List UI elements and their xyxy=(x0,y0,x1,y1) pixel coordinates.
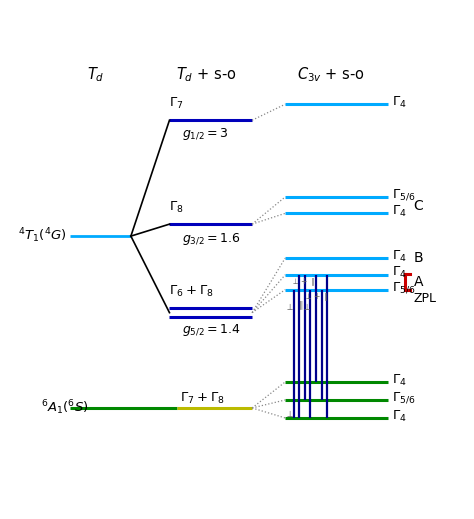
Text: A: A xyxy=(414,275,423,289)
Text: $\Gamma_{5/6}$: $\Gamma_{5/6}$ xyxy=(392,391,416,405)
Text: $\Gamma_7 + \Gamma_8$: $\Gamma_7 + \Gamma_8$ xyxy=(181,390,225,405)
Text: $g_{5/2} = 1.4$: $g_{5/2} = 1.4$ xyxy=(182,322,241,338)
Text: $\Gamma_4$: $\Gamma_4$ xyxy=(392,408,407,424)
Text: $^4T_1(^4G)$: $^4T_1(^4G)$ xyxy=(18,227,66,245)
Text: $\perp$: $\perp$ xyxy=(302,301,311,311)
Text: $g_{3/2} = 1.6$: $g_{3/2} = 1.6$ xyxy=(182,231,241,247)
Text: $\perp+\parallel$: $\perp+\parallel$ xyxy=(304,291,328,303)
Text: $\Gamma_4$: $\Gamma_4$ xyxy=(392,204,407,219)
Text: B: B xyxy=(414,251,423,265)
Text: $\Gamma_4$: $\Gamma_4$ xyxy=(392,249,407,264)
Text: $T_d$ + s-o: $T_d$ + s-o xyxy=(176,65,237,84)
Text: ZPL: ZPL xyxy=(414,292,437,305)
Text: $\Gamma_4$: $\Gamma_4$ xyxy=(392,373,407,388)
Text: $\Gamma_6 + \Gamma_8$: $\Gamma_6 + \Gamma_8$ xyxy=(169,284,214,299)
Text: $\Gamma_7$: $\Gamma_7$ xyxy=(169,96,184,111)
Text: $\perp+\parallel$: $\perp+\parallel$ xyxy=(291,276,315,288)
Text: $^6A_1(^6S)$: $^6A_1(^6S)$ xyxy=(41,399,89,417)
Text: $\Gamma_8$: $\Gamma_8$ xyxy=(169,200,184,215)
Text: C: C xyxy=(414,199,423,213)
Text: $\Gamma_4$: $\Gamma_4$ xyxy=(392,94,407,110)
Text: $T_d$: $T_d$ xyxy=(87,65,105,84)
Text: $\perp$: $\perp$ xyxy=(285,408,294,419)
Text: $\perp$: $\perp$ xyxy=(285,301,294,311)
Text: $\parallel$: $\parallel$ xyxy=(297,299,304,312)
Text: $C_{3v}$ + s-o: $C_{3v}$ + s-o xyxy=(297,65,365,84)
Text: $g_{1/2} = 3$: $g_{1/2} = 3$ xyxy=(182,127,228,142)
Text: $\Gamma_{5/6}$: $\Gamma_{5/6}$ xyxy=(392,280,416,295)
Text: $\Gamma_4$: $\Gamma_4$ xyxy=(392,265,407,280)
Text: $\Gamma_{5/6}$: $\Gamma_{5/6}$ xyxy=(392,187,416,202)
